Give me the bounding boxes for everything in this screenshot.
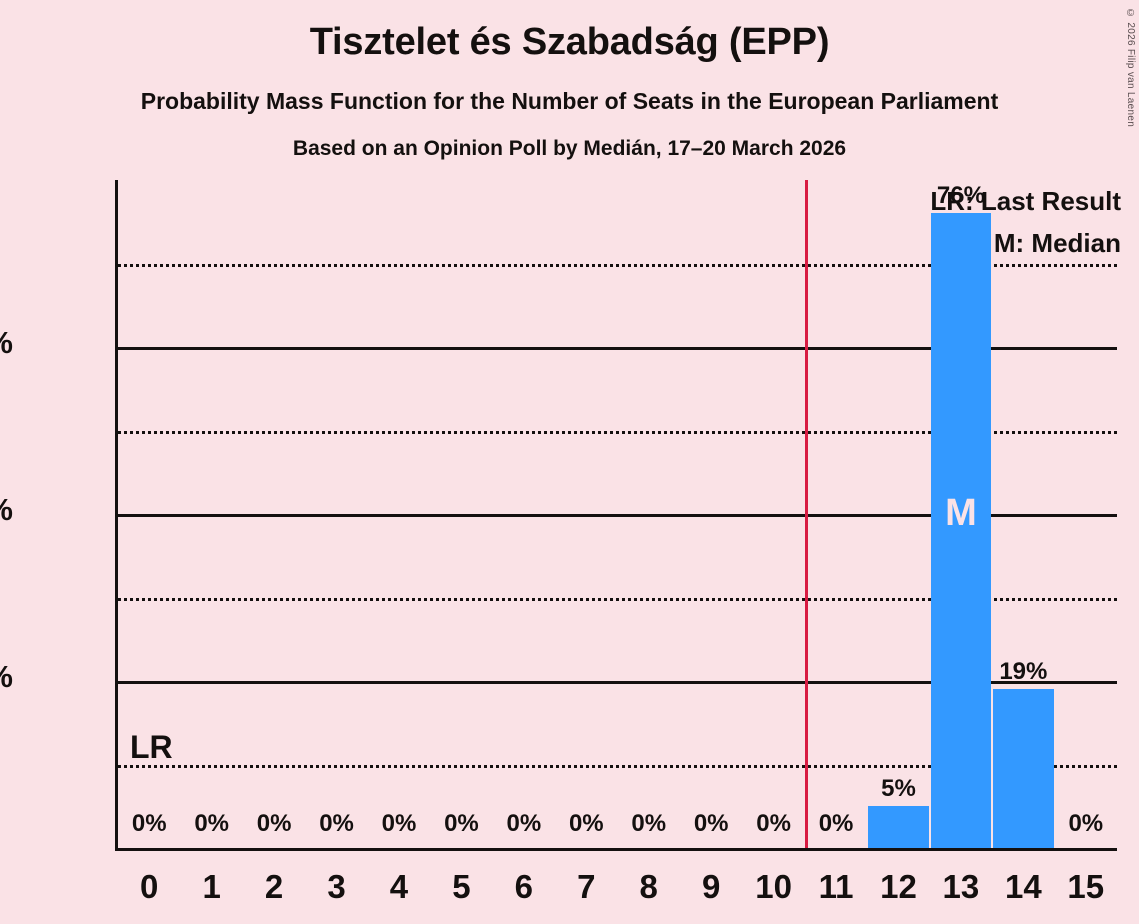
gridline-solid-60 bbox=[118, 347, 1117, 350]
x-tick-label-15: 15 bbox=[1067, 868, 1105, 905]
copyright-notice: © 2026 Filip van Laenen bbox=[1125, 8, 1136, 128]
plot-area: M LR bbox=[115, 180, 1117, 851]
value-label-seat-13: 76% bbox=[936, 182, 985, 210]
x-tick-label-4: 4 bbox=[389, 868, 409, 905]
x-tick-label-2: 2 bbox=[264, 868, 284, 905]
bar-seat-12[interactable] bbox=[868, 806, 929, 848]
x-tick-label-11: 11 bbox=[818, 868, 854, 905]
gridline-dotted-50 bbox=[118, 430, 1117, 434]
gridline-solid-20 bbox=[118, 681, 1117, 684]
value-label-seat-6: 0% bbox=[506, 810, 542, 837]
value-label-seat-0: 0% bbox=[131, 810, 167, 837]
value-label-seat-10: 0% bbox=[756, 810, 791, 837]
x-tick-label-10: 10 bbox=[755, 868, 792, 905]
value-label-seat-7: 0% bbox=[568, 810, 604, 837]
value-label-seat-3: 0% bbox=[319, 810, 354, 837]
x-axis-line bbox=[115, 848, 1117, 851]
x-tick-label-5: 5 bbox=[452, 868, 471, 905]
bar-seat-13[interactable]: M bbox=[930, 213, 992, 848]
x-tick-label-9: 9 bbox=[701, 868, 721, 905]
gridline-solid-40 bbox=[118, 514, 1117, 517]
value-label-seat-2: 0% bbox=[256, 810, 292, 837]
x-tick-label-1: 1 bbox=[202, 868, 221, 905]
gridline-dotted-70 bbox=[118, 263, 1117, 267]
value-label-seat-9: 0% bbox=[693, 810, 729, 837]
gridline-dotted-10 bbox=[118, 764, 1117, 768]
y-tick-label-20%: 20% bbox=[0, 659, 13, 695]
y-tick-label-40%: 40% bbox=[0, 492, 13, 528]
value-label-seat-5: 0% bbox=[444, 810, 479, 837]
x-tick-label-3: 3 bbox=[327, 868, 346, 905]
chart-subtitle: Probability Mass Function for the Number… bbox=[140, 88, 999, 114]
value-label-seat-14: 19% bbox=[999, 658, 1048, 686]
value-label-seat-12: 5% bbox=[881, 775, 916, 803]
value-label-seat-11: 0% bbox=[818, 810, 854, 837]
legend-item-median: M: Median bbox=[993, 228, 1121, 258]
value-label-seat-4: 0% bbox=[381, 810, 417, 837]
x-tick-label-0: 0 bbox=[140, 868, 159, 905]
page-title: Tisztelet és Szabadság (EPP) bbox=[309, 21, 830, 63]
x-tick-label-6: 6 bbox=[514, 868, 534, 905]
value-label-seat-15: 0% bbox=[1068, 810, 1104, 837]
x-tick-label-12: 12 bbox=[880, 868, 917, 905]
x-tick-label-13: 13 bbox=[942, 868, 980, 905]
value-label-seat-1: 0% bbox=[194, 810, 229, 837]
bar-seat-14[interactable] bbox=[993, 689, 1054, 848]
chart-source-caption: Based on an Opinion Poll by Medián, 17–2… bbox=[292, 137, 847, 160]
y-tick-label-60%: 60% bbox=[0, 325, 13, 361]
y-axis-line bbox=[115, 180, 118, 848]
value-label-seat-8: 0% bbox=[631, 810, 667, 837]
last-result-marker: LR bbox=[130, 728, 173, 765]
legend-item-last-result: LR: Last Result bbox=[930, 186, 1121, 216]
median-marker-letter: M bbox=[945, 492, 977, 534]
last-result-threshold-line bbox=[804, 180, 808, 848]
x-tick-label-8: 8 bbox=[639, 868, 658, 905]
x-tick-label-14: 14 bbox=[1004, 868, 1042, 905]
gridline-dotted-30 bbox=[118, 597, 1117, 601]
x-tick-label-7: 7 bbox=[577, 868, 596, 905]
